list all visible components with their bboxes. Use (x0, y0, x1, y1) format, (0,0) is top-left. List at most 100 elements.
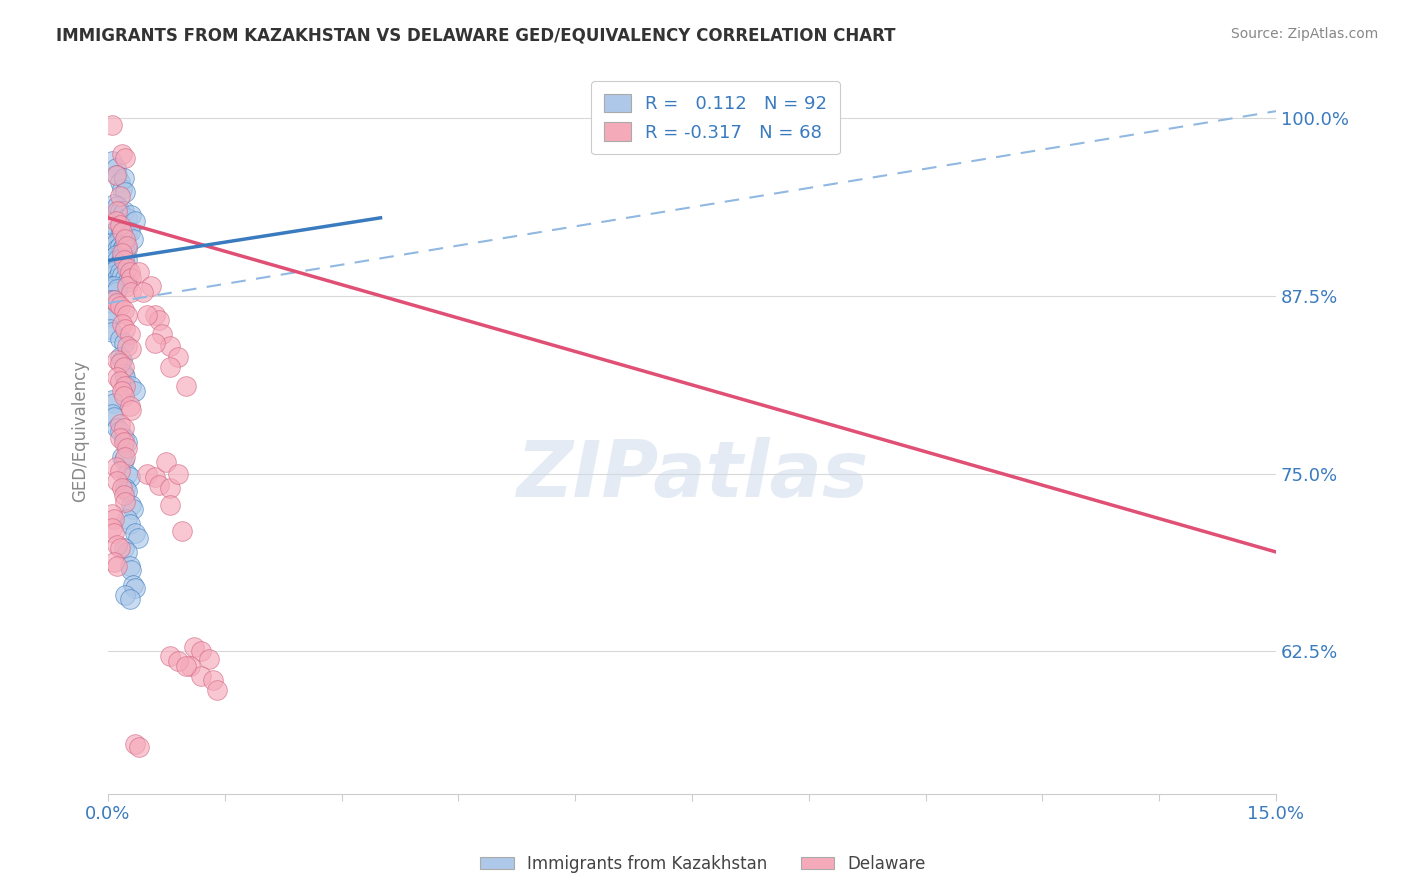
Point (118, 516, 141, 531)
Point (101, 251, 124, 265)
Point (108, 356, 131, 370)
Point (114, 450, 136, 464)
Point (117, 435, 139, 450)
Point (117, 260, 139, 275)
Point (104, 248, 127, 262)
Point (167, 350, 190, 364)
Point (179, 658, 201, 673)
Point (108, 299, 131, 313)
Point (143, 469, 166, 483)
Point (124, 526, 146, 541)
Point (190, 644, 212, 658)
Point (98, 308, 121, 322)
Point (105, 270, 128, 285)
Point (118, 591, 141, 606)
Point (103, 279, 125, 293)
Point (108, 239, 131, 253)
Point (120, 378, 142, 392)
Point (108, 464, 131, 478)
Point (98, 293, 121, 308)
Point (114, 322, 136, 336)
Point (114, 378, 136, 392)
Point (108, 424, 131, 438)
Point (128, 265, 150, 279)
Point (111, 182, 134, 196)
Point (117, 545, 139, 559)
Point (120, 270, 142, 285)
Point (198, 651, 221, 665)
Point (112, 435, 135, 450)
Point (105, 559, 128, 574)
Point (132, 285, 155, 299)
Point (105, 538, 128, 552)
Point (118, 327, 141, 342)
Point (114, 270, 136, 285)
Point (108, 227, 131, 242)
Point (114, 370, 136, 384)
Point (105, 199, 128, 213)
Point (103, 239, 125, 253)
Point (103, 196, 125, 211)
Point (104, 168, 127, 182)
Point (159, 498, 181, 512)
Point (111, 384, 134, 399)
Y-axis label: GED/Equivalency: GED/Equivalency (72, 360, 89, 502)
Point (103, 253, 125, 268)
Point (101, 407, 124, 421)
Point (148, 478, 170, 492)
Point (117, 441, 139, 455)
Point (108, 175, 131, 189)
Point (120, 208, 142, 222)
Point (122, 232, 145, 246)
Point (139, 279, 162, 293)
Point (108, 431, 131, 445)
Point (111, 268, 134, 282)
Point (112, 256, 135, 270)
Point (101, 310, 124, 325)
Point (174, 658, 197, 673)
Point (124, 737, 146, 751)
Point (117, 512, 139, 526)
Point (117, 308, 139, 322)
Point (105, 421, 128, 435)
Point (124, 581, 146, 595)
Point (159, 648, 181, 663)
Point (103, 555, 125, 569)
Point (105, 222, 128, 236)
Point (112, 239, 135, 253)
Point (108, 332, 131, 346)
Text: ZIPatlas: ZIPatlas (516, 436, 868, 513)
Point (103, 225, 125, 239)
Point (118, 399, 141, 413)
Point (101, 236, 124, 251)
Point (104, 236, 127, 251)
Point (98, 322, 121, 336)
Point (118, 265, 141, 279)
Point (101, 507, 124, 521)
Point (202, 673, 225, 687)
Point (114, 481, 136, 495)
Point (101, 392, 124, 407)
Point (101, 521, 124, 535)
Point (167, 655, 190, 669)
Point (112, 335, 135, 350)
Point (118, 225, 141, 239)
Point (143, 335, 166, 350)
Point (120, 564, 142, 578)
Point (122, 577, 145, 591)
Point (117, 253, 139, 268)
Point (104, 213, 127, 227)
Point (105, 242, 128, 256)
Point (111, 246, 134, 260)
Point (104, 459, 127, 474)
Point (122, 502, 145, 516)
Point (112, 431, 135, 445)
Text: Source: ZipAtlas.com: Source: ZipAtlas.com (1230, 27, 1378, 41)
Legend: R =   0.112   N = 92, R = -0.317   N = 68: R = 0.112 N = 92, R = -0.317 N = 68 (591, 81, 839, 154)
Point (103, 526, 125, 541)
Point (155, 455, 177, 469)
Point (114, 588, 136, 602)
Point (108, 350, 131, 364)
Point (183, 640, 205, 655)
Point (101, 296, 124, 310)
